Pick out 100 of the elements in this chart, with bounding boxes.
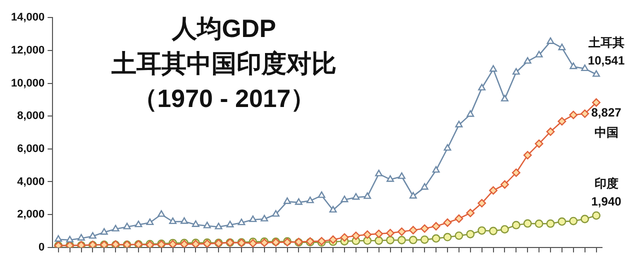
- point: [501, 94, 508, 102]
- point: [398, 236, 406, 244]
- point: [294, 198, 302, 205]
- point: [534, 220, 544, 228]
- point: [364, 192, 372, 199]
- point: [592, 70, 600, 77]
- point: [420, 183, 428, 190]
- point: [466, 208, 475, 218]
- y-tick-label: 2,000: [17, 208, 45, 221]
- point: [363, 230, 372, 239]
- point: [569, 216, 578, 226]
- point: [580, 214, 590, 224]
- point: [134, 220, 142, 228]
- point: [535, 50, 543, 58]
- point: [558, 217, 566, 226]
- point: [546, 127, 555, 136]
- point: [444, 144, 452, 151]
- point: [408, 226, 418, 234]
- point: [466, 230, 475, 238]
- point: [66, 236, 74, 242]
- point: [409, 192, 417, 199]
- point: [340, 196, 348, 202]
- point: [581, 64, 589, 72]
- data-label: 1,940: [591, 194, 622, 209]
- point: [374, 236, 384, 245]
- y-tick-label: 0: [38, 241, 45, 254]
- point: [489, 186, 498, 195]
- point: [123, 222, 131, 230]
- point: [580, 109, 590, 118]
- point: [500, 180, 509, 189]
- point: [443, 218, 452, 227]
- point: [512, 68, 520, 75]
- text: 土耳其中国印度对比（1970 - 2017）: [110, 49, 338, 115]
- point: [284, 197, 291, 204]
- point: [500, 225, 509, 234]
- point: [432, 234, 440, 243]
- point: [386, 228, 394, 238]
- y-tick-label: 10,000: [10, 77, 45, 90]
- point: [398, 172, 406, 179]
- point: [78, 234, 85, 241]
- point: [420, 235, 429, 244]
- point: [374, 230, 384, 238]
- point: [443, 232, 452, 242]
- point: [478, 226, 486, 235]
- point: [489, 226, 498, 236]
- point: [592, 211, 600, 220]
- series-label: 印度: [594, 176, 618, 191]
- point: [534, 140, 544, 148]
- point: [352, 193, 360, 200]
- point: [375, 170, 383, 176]
- point: [466, 110, 474, 117]
- point: [432, 222, 440, 230]
- point: [54, 235, 62, 242]
- point: [203, 222, 211, 228]
- point: [329, 206, 337, 213]
- point: [112, 224, 120, 232]
- point: [558, 117, 566, 126]
- point: [192, 220, 200, 227]
- point: [249, 215, 257, 222]
- point: [454, 231, 464, 240]
- point: [454, 214, 464, 223]
- point: [490, 65, 497, 72]
- point: [398, 227, 406, 236]
- point: [238, 218, 246, 226]
- y-tick-label: 14,000: [10, 12, 45, 24]
- series-label: 土耳其: [587, 35, 624, 50]
- point: [328, 235, 338, 244]
- point: [363, 236, 372, 245]
- point: [226, 220, 234, 228]
- point: [570, 62, 578, 70]
- point: [408, 236, 418, 244]
- point: [523, 219, 532, 228]
- point: [478, 198, 486, 208]
- y-tick-label: 8,000: [17, 110, 45, 122]
- point: [352, 232, 360, 240]
- point: [386, 175, 394, 182]
- point: [478, 84, 486, 90]
- point: [158, 210, 166, 217]
- point: [558, 44, 566, 50]
- series-label: 中国: [594, 126, 618, 140]
- point: [512, 168, 520, 177]
- y-tick-label: 4,000: [17, 176, 45, 188]
- point: [569, 110, 578, 120]
- chart-title: 人均GDP: [170, 14, 278, 45]
- y-tick-label: 12,000: [10, 44, 45, 56]
- point: [524, 57, 532, 64]
- point: [523, 150, 532, 160]
- point: [432, 166, 440, 173]
- point: [272, 210, 280, 217]
- point: [100, 228, 108, 235]
- point: [88, 232, 96, 239]
- point: [592, 98, 600, 107]
- point: [306, 196, 314, 204]
- point: [169, 217, 177, 224]
- point: [318, 191, 326, 198]
- point: [146, 218, 154, 226]
- point: [546, 37, 554, 44]
- point: [512, 220, 520, 230]
- point: [340, 233, 349, 242]
- data-label: 10,541: [588, 53, 625, 68]
